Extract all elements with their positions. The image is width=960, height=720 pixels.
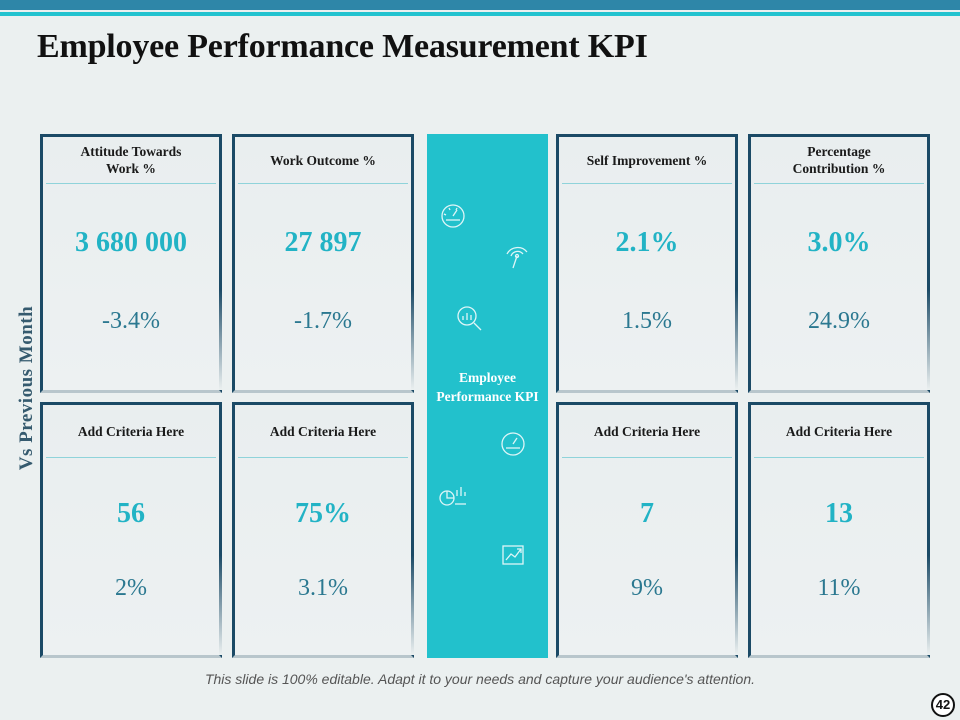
- kpi-card-change: -1.7%: [294, 308, 352, 334]
- kpi-card-criteria-1: Add Criteria Here 56 2%: [40, 402, 222, 658]
- top-accent-line: [0, 12, 960, 16]
- side-label-text: Vs Previous Month: [16, 305, 37, 471]
- kpi-card-title-text: Add Criteria Here: [785, 423, 893, 439]
- kpi-card-attitude: Attitude Towards Work % 3 680 000 -3.4%: [40, 134, 222, 393]
- kpi-card-title-text: Percentage Contribution %: [792, 144, 886, 176]
- kpi-card-change: 9%: [631, 575, 663, 601]
- kpi-card-value: 3.0%: [807, 227, 871, 258]
- kpi-card-title: Add Criteria Here: [238, 405, 408, 458]
- kpi-card-value: 27 897: [284, 227, 362, 258]
- kpi-card-title-text: Add Criteria Here: [593, 423, 701, 439]
- kpi-card-value: 7: [640, 498, 654, 529]
- kpi-card-title: Add Criteria Here: [46, 405, 216, 458]
- kpi-card-percentage-contribution: Percentage Contribution % 3.0% 24.9%: [748, 134, 930, 393]
- kpi-card-title: Add Criteria Here: [754, 405, 924, 458]
- kpi-card-title-text: Work Outcome %: [270, 152, 376, 168]
- footer-note: This slide is 100% editable. Adapt it to…: [204, 671, 756, 687]
- slide-title: Employee Performance Measurement KPI: [37, 28, 648, 65]
- kpi-card-self-improvement: Self Improvement % 2.1% 1.5%: [556, 134, 738, 393]
- kpi-card-title: Work Outcome %: [238, 137, 408, 184]
- kpi-card-work-outcome: Work Outcome % 27 897 -1.7%: [232, 134, 414, 393]
- kpi-card-criteria-2: Add Criteria Here 75% 3.1%: [232, 402, 414, 658]
- magnifier-chart-icon: [453, 302, 485, 334]
- kpi-card-change: 2%: [115, 575, 147, 601]
- kpi-card-criteria-3: Add Criteria Here 7 9%: [556, 402, 738, 658]
- kpi-card-change: 11%: [817, 575, 861, 601]
- kpi-card-title-text: Add Criteria Here: [77, 423, 185, 439]
- center-title: Employee Performance KPI: [427, 368, 548, 406]
- gauge-icon: [501, 240, 533, 272]
- kpi-card-value: 2.1%: [615, 227, 679, 258]
- kpi-card-change: 1.5%: [622, 308, 672, 334]
- kpi-card-criteria-4: Add Criteria Here 13 11%: [748, 402, 930, 658]
- kpi-card-title: Percentage Contribution %: [754, 137, 924, 184]
- kpi-card-title: Add Criteria Here: [562, 405, 732, 458]
- kpi-card-title: Self Improvement %: [562, 137, 732, 184]
- kpi-card-title-text: Self Improvement %: [586, 152, 708, 168]
- kpi-card-change: 24.9%: [808, 308, 870, 334]
- kpi-card-change: -3.4%: [102, 308, 160, 334]
- kpi-card-value: 75%: [295, 498, 351, 529]
- center-title-text: Employee Performance KPI: [436, 370, 539, 404]
- kpi-card-title: Attitude Towards Work %: [46, 137, 216, 184]
- kpi-card-value: 13: [825, 498, 853, 529]
- speedometer-icon: [497, 428, 529, 460]
- kpi-card-change: 3.1%: [298, 575, 348, 601]
- top-accent-bar: [0, 0, 960, 10]
- kpi-card-value: 3 680 000: [75, 227, 187, 258]
- kpi-card-title-text: Attitude Towards Work %: [80, 144, 182, 176]
- speedometer-icon: [437, 200, 469, 232]
- center-panel: Employee Performance KPI: [427, 134, 548, 658]
- page-number: 42: [931, 693, 955, 717]
- kpi-card-title-text: Add Criteria Here: [269, 423, 377, 439]
- analytics-dashboard-icon: [437, 480, 469, 512]
- kpi-card-value: 56: [117, 498, 145, 529]
- growth-chart-icon: [497, 538, 529, 570]
